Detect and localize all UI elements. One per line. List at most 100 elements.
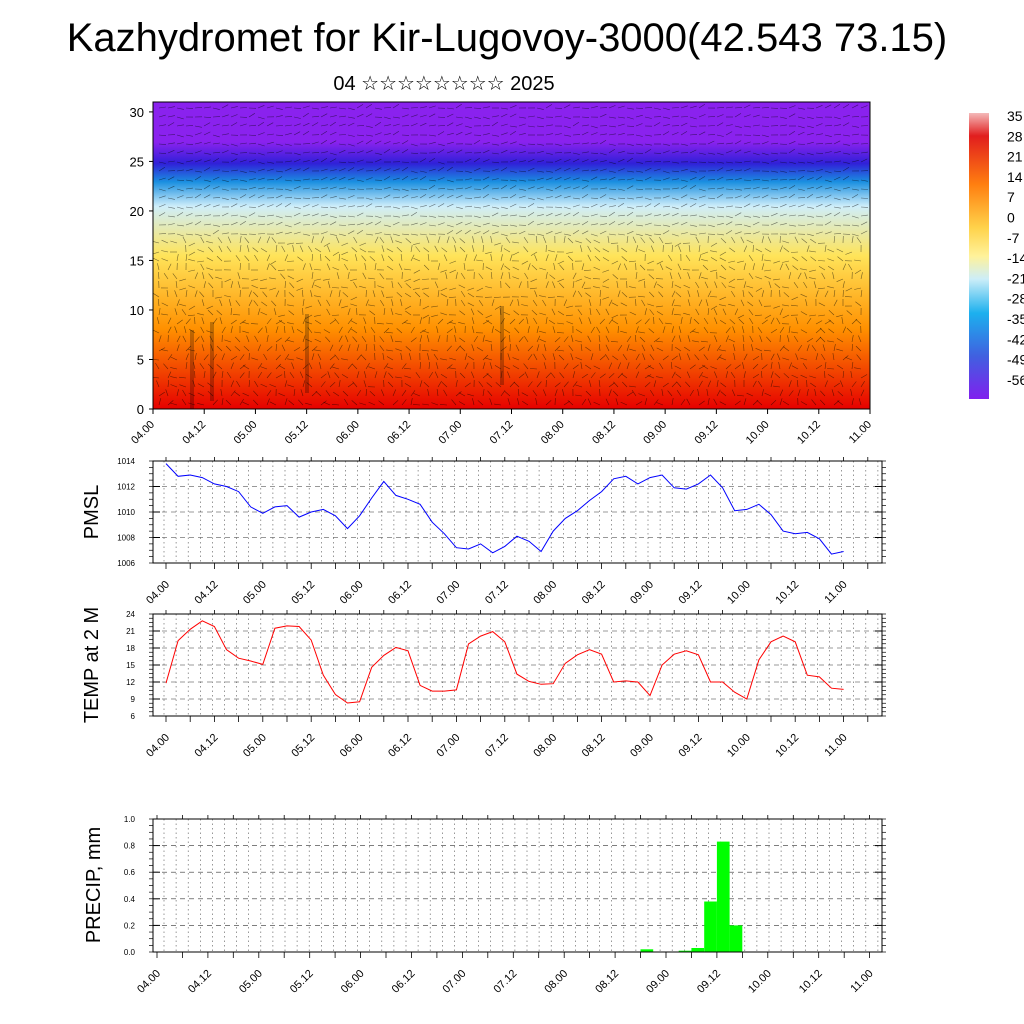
wind-barb: [476, 347, 484, 352]
wind-barb: [257, 161, 265, 165]
wind-barb: [170, 240, 178, 244]
wind-barb: [500, 206, 508, 209]
wind-barb: [230, 356, 238, 361]
wind-barb: [833, 176, 841, 181]
wind-barb: [545, 196, 553, 199]
wind-barb: [311, 204, 319, 208]
wind-barb: [776, 317, 781, 325]
wind-barb: [720, 237, 727, 244]
wind-barb: [197, 260, 205, 263]
wind-barb: [500, 141, 508, 145]
wind-barb: [491, 115, 499, 118]
wind-barb: [287, 339, 295, 343]
wind-barb: [856, 354, 862, 361]
wind-barb: [401, 166, 409, 172]
wind-barb: [293, 179, 301, 182]
wind-barb: [350, 320, 358, 325]
wind-barb: [473, 116, 481, 119]
wind-barb: [612, 274, 619, 280]
wind-barb: [266, 168, 274, 172]
wind-barb: [806, 186, 814, 190]
wind-barb: [725, 179, 734, 181]
wind-barb: [610, 341, 619, 343]
wind-barb: [320, 236, 325, 244]
wind-barb: [185, 345, 192, 352]
wind-barb: [278, 314, 286, 317]
wind-barb: [230, 307, 232, 316]
wind-barb: [224, 295, 232, 298]
wind-barb: [572, 290, 577, 298]
wind-barb: [423, 264, 430, 271]
wind-barb: [329, 186, 337, 190]
wind-barb: [226, 371, 232, 379]
precip-y-tick-label: 0.6: [124, 868, 136, 877]
wind-barb: [491, 121, 498, 127]
wind-barb: [239, 236, 242, 244]
wind-barb: [639, 264, 646, 271]
wind-barb: [824, 245, 827, 253]
wind-barb: [269, 401, 277, 406]
colorbar-label: 28: [1007, 128, 1023, 144]
wind-barb: [815, 231, 823, 235]
wind-barb: [797, 107, 805, 110]
wind-barb: [336, 272, 340, 280]
wind-barb: [376, 323, 385, 325]
wind-barb: [707, 206, 715, 209]
wind-barb: [752, 204, 760, 208]
wind-barb: [458, 322, 466, 325]
colorbar-label: -35: [1007, 311, 1024, 327]
wind-barb: [296, 278, 304, 283]
wind-barb: [383, 308, 386, 316]
wind-barb: [230, 179, 239, 181]
wind-barb: [770, 178, 778, 181]
wind-barb: [851, 398, 854, 406]
wind-barb: [320, 187, 328, 190]
wind-barb: [401, 161, 410, 163]
wind-barb: [504, 265, 511, 271]
wind-barb: [237, 272, 241, 280]
wind-barb: [392, 142, 400, 145]
wind-barb: [203, 106, 211, 109]
wind-barb: [490, 271, 493, 280]
wind-barb: [203, 354, 209, 361]
wind-barb: [293, 206, 301, 209]
wind-barb: [509, 159, 517, 163]
wind-barb: [464, 132, 472, 136]
wind-barb: [662, 131, 670, 136]
wind-barb: [434, 245, 439, 253]
wind-barb: [302, 233, 310, 236]
wind-barb: [221, 326, 226, 334]
wind-barb: [599, 152, 607, 156]
heatmap-y-tick-label: 15: [130, 253, 144, 268]
wind-barb: [687, 299, 691, 307]
wind-barb: [725, 215, 733, 219]
wind-barb: [819, 336, 826, 343]
wind-barb: [734, 169, 742, 172]
wind-barb: [383, 107, 392, 109]
precip-x-tick-label: 11.00: [848, 968, 875, 995]
wind-barb: [449, 357, 457, 361]
wind-barb: [827, 340, 835, 343]
wind-barb: [351, 247, 358, 253]
wind-barb: [768, 281, 772, 289]
wind-barb: [554, 389, 558, 397]
wind-barb: [797, 176, 805, 181]
wind-barb: [720, 391, 727, 397]
wind-barb: [599, 194, 607, 199]
wind-barb: [521, 304, 529, 307]
wind-barb: [419, 335, 423, 343]
wind-barb: [653, 152, 662, 154]
wind-barb: [662, 195, 670, 199]
wind-barb: [518, 281, 522, 289]
wind-barb: [788, 130, 796, 136]
wind-barb: [320, 231, 328, 235]
wind-barb: [725, 221, 733, 226]
wind-barb: [494, 242, 502, 246]
wind-barb: [311, 213, 319, 217]
wind-barb: [713, 398, 718, 406]
wind-barb: [529, 287, 538, 290]
wind-barb: [590, 159, 598, 163]
wind-barb: [383, 233, 391, 236]
wind-barb: [284, 224, 292, 228]
wind-barb: [302, 197, 311, 199]
